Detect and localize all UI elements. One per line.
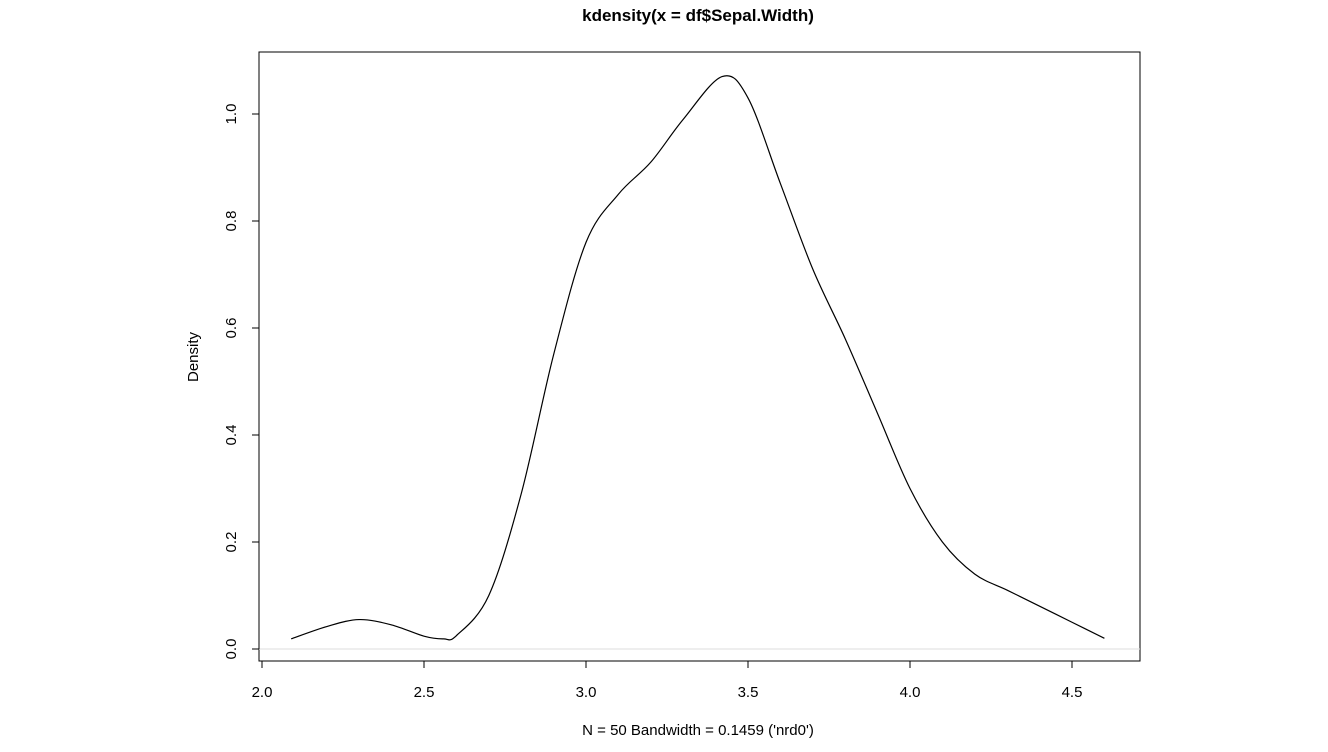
y-tick-label: 1.0 xyxy=(223,104,240,125)
x-tick-label: 2.5 xyxy=(414,684,435,701)
y-tick-label: 0.4 xyxy=(223,425,240,446)
plot-frame xyxy=(258,51,1141,662)
y-tick-label: 0.8 xyxy=(223,211,240,232)
y-tick-label: 0.0 xyxy=(223,639,240,660)
x-axis: 2.0 2.5 3.0 3.5 4.0 4.5 xyxy=(252,660,1083,701)
y-tick-label: 0.2 xyxy=(223,532,240,553)
y-axis: 0.0 0.2 0.4 0.6 0.8 1.0 xyxy=(223,104,260,660)
chart-title: kdensity(x = df$Sepal.Width) xyxy=(582,6,814,25)
y-tick-label: 0.6 xyxy=(223,318,240,339)
y-axis-label: Density xyxy=(185,331,202,382)
x-tick-label: 2.0 xyxy=(252,684,273,701)
x-tick-label: 4.5 xyxy=(1062,684,1083,701)
x-tick-label: 3.5 xyxy=(738,684,759,701)
density-curve xyxy=(290,75,1105,641)
x-axis-label: N = 50 Bandwidth = 0.1459 ('nrd0') xyxy=(582,722,814,739)
x-tick-label: 4.0 xyxy=(900,684,921,701)
x-tick-label: 3.0 xyxy=(576,684,597,701)
